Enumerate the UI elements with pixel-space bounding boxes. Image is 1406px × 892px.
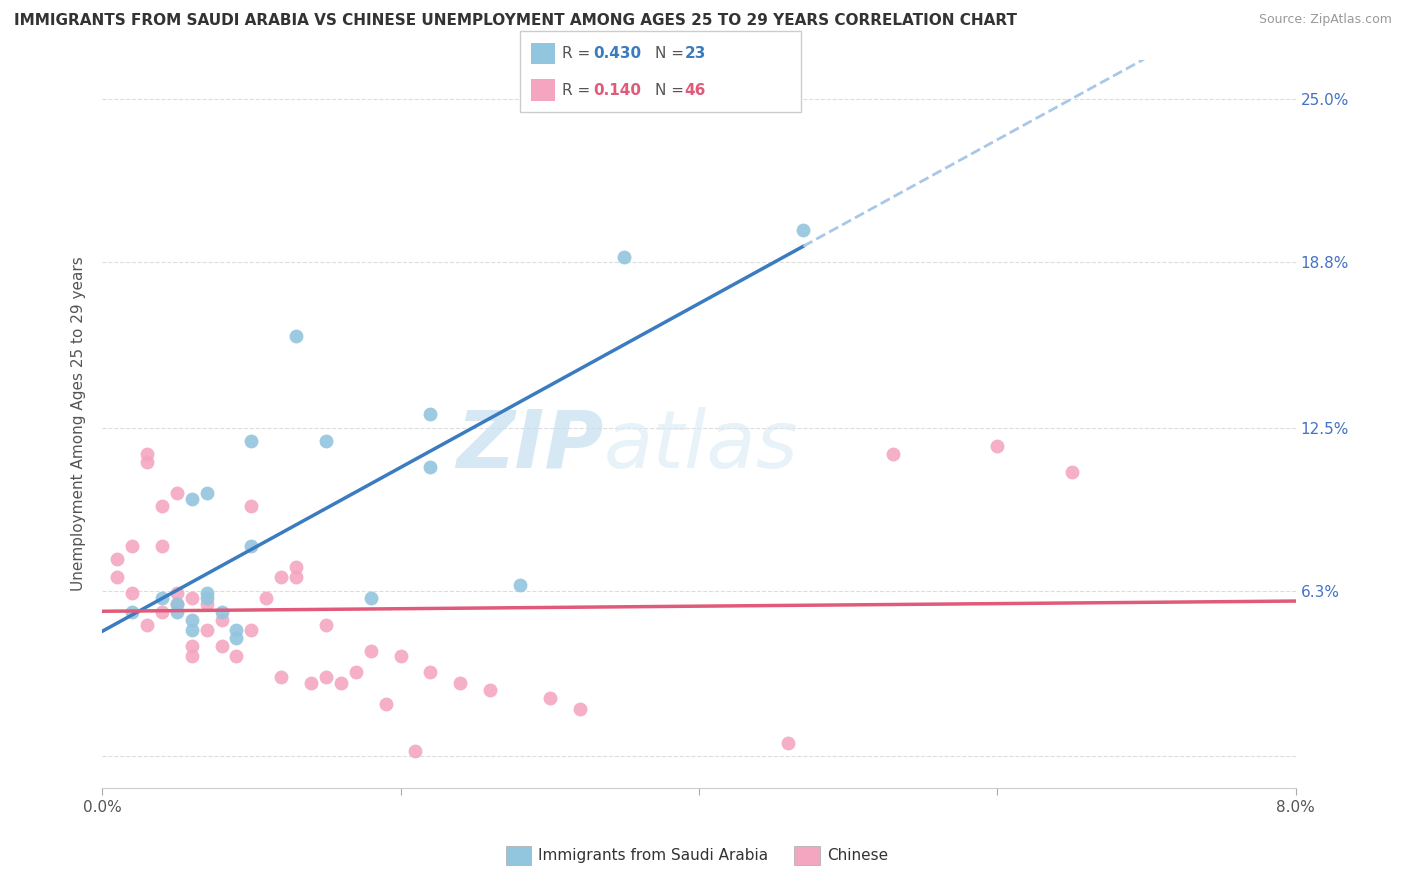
Point [211,605,233,619]
Point [315,617,337,632]
Y-axis label: Unemployment Among Ages 25 to 29 years: Unemployment Among Ages 25 to 29 years [72,256,86,591]
Point [180,491,202,506]
Point [270,670,292,684]
Point [344,665,367,679]
Text: 46: 46 [685,83,706,97]
Point [419,460,441,475]
Point [882,447,904,461]
Point [225,649,247,664]
Text: Source: ZipAtlas.com: Source: ZipAtlas.com [1258,13,1392,27]
Text: ZIP: ZIP [456,407,603,484]
Point [211,613,233,627]
Text: 0.140: 0.140 [593,83,641,97]
Point [240,623,263,637]
Point [166,597,188,611]
Point [568,702,591,716]
Point [479,683,502,698]
Point [136,617,159,632]
Point [792,223,814,237]
Point [150,605,173,619]
Point [136,447,159,461]
Point [285,328,308,343]
Text: 0.430: 0.430 [593,46,641,61]
Text: IMMIGRANTS FROM SAUDI ARABIA VS CHINESE UNEMPLOYMENT AMONG AGES 25 TO 29 YEARS C: IMMIGRANTS FROM SAUDI ARABIA VS CHINESE … [14,13,1017,29]
Point [195,586,218,600]
Point [419,665,441,679]
Point [105,552,128,566]
Point [180,591,202,606]
Text: Chinese: Chinese [827,848,887,863]
Point [225,623,247,637]
Point [195,623,218,637]
Point [613,250,636,264]
Point [240,539,263,553]
Point [225,631,247,645]
Point [105,570,128,584]
Point [150,500,173,514]
Point [240,500,263,514]
Point [166,597,188,611]
Point [136,455,159,469]
Point [180,639,202,653]
Point [121,586,143,600]
Point [389,649,412,664]
Point [538,691,561,706]
Text: 23: 23 [685,46,706,61]
Point [166,586,188,600]
Point [374,697,396,711]
Text: Immigrants from Saudi Arabia: Immigrants from Saudi Arabia [538,848,769,863]
Point [166,486,188,500]
Point [195,591,218,606]
Point [150,591,173,606]
Point [285,560,308,574]
Text: atlas: atlas [603,407,799,484]
Point [240,434,263,448]
Point [195,486,218,500]
Point [180,613,202,627]
Point [404,744,426,758]
Point [254,591,277,606]
Point [449,675,471,690]
Point [121,605,143,619]
Point [778,736,800,750]
Point [166,605,188,619]
Point [211,639,233,653]
Point [509,578,531,592]
Point [270,570,292,584]
Text: N =: N = [655,83,689,97]
Point [180,623,202,637]
Point [180,649,202,664]
Point [1060,465,1083,479]
Point [315,434,337,448]
Point [150,539,173,553]
Text: R =: R = [562,46,596,61]
Point [121,539,143,553]
Point [285,570,308,584]
Point [360,644,382,658]
Point [315,670,337,684]
Point [299,675,322,690]
Point [195,597,218,611]
Point [419,408,441,422]
Point [360,591,382,606]
Point [986,439,1008,453]
Point [329,675,352,690]
Text: R =: R = [562,83,596,97]
Text: N =: N = [655,46,689,61]
